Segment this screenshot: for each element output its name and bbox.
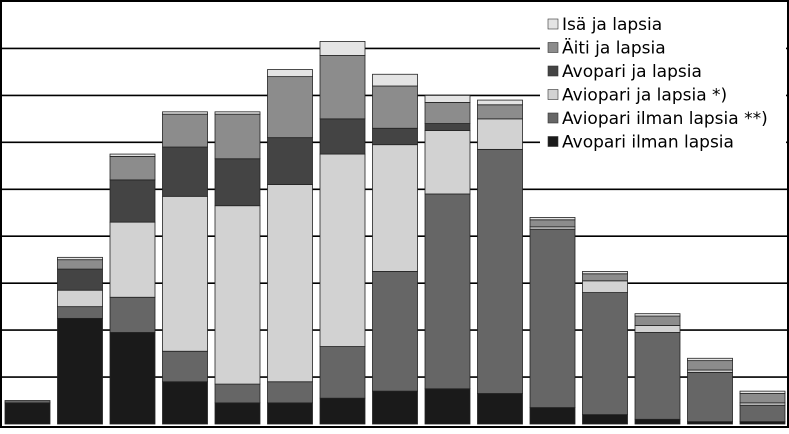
bar-segment [739,393,786,404]
bar-segment [57,259,103,270]
bar-segment [424,130,471,195]
bar-segment [424,193,471,390]
bar-segment [372,73,418,87]
bar-segment [634,313,681,317]
bar-segment [109,156,156,181]
legend-label: Avopari ilman lapsia [562,133,734,153]
bar-segment [162,381,208,425]
bar-segment [57,268,103,291]
bar-segment [109,332,156,425]
bar-segment [582,414,628,425]
bar-segment [267,76,313,139]
bar-segment [57,256,103,261]
bar-segment [267,402,313,425]
bar-segment [739,390,786,394]
bar-segment [529,228,576,408]
legend-swatch [547,18,559,30]
bar-segment [634,325,681,333]
bar-segment [57,306,103,319]
bar-segment [162,195,208,352]
bar-segment [634,332,681,420]
bar-segment [424,388,471,425]
bar-segment [372,144,418,272]
legend-label: Aviopari ja lapsia *) [562,86,727,106]
bar-segment [57,317,103,425]
bar-segment [57,289,103,308]
bar-segment [739,404,786,423]
bar-segment [214,113,261,160]
bar-segment [424,94,471,103]
bar-segment [214,402,261,425]
bar-segment [529,219,576,228]
bar-segment [267,381,313,404]
bar-segment [319,153,366,347]
bar-segment [319,118,366,155]
bar-segment [582,292,628,416]
bar-segment [477,118,523,150]
bar-segment [687,371,733,423]
legend-background [540,10,786,178]
bar-segment [319,346,366,399]
bar-segment [582,280,628,293]
bar-segment [372,127,418,146]
bar-segment [477,99,523,106]
bar-segment [477,393,523,425]
bar-segment [214,205,261,385]
bar-segment [319,41,366,56]
legend-label: Avopari ja lapsia [562,62,702,82]
legend-swatch [547,89,559,100]
bar-segment [372,85,418,129]
bar-segment [109,221,156,298]
bar-segment [372,390,418,425]
legend-swatch [547,65,559,77]
bar-segment [214,383,261,404]
bar-segment [162,350,208,383]
bar-segment [582,271,628,275]
bar-segment [162,146,208,197]
bar-segment [109,153,156,157]
bar-segment [372,271,418,392]
bar-segment [319,55,366,120]
bar-segment [319,397,366,425]
legend-swatch [547,136,559,147]
bar-segment [634,315,681,326]
bar-segment [109,296,156,333]
bar-segment [4,400,51,404]
legend-swatch [547,42,559,53]
bar-segment [477,148,523,394]
bar-segment [424,123,471,131]
legend-swatch [547,112,559,124]
bar-segment [687,357,733,362]
legend-label: Aviopari ilman lapsia **) [562,109,768,129]
legend-label: Äiti ja lapsia [562,38,666,59]
bars [4,41,786,425]
bar-segment [4,402,51,425]
bar-segment [529,407,576,425]
bar-segment [162,113,208,148]
bar-segment [477,104,523,120]
bar-segment [109,179,156,223]
bar-segment [687,360,733,371]
bar-segment [267,137,313,185]
legend: Isä ja lapsia Äiti ja lapsia Avopari ja la… [540,10,786,178]
bar-segment [634,418,681,425]
bar-segment [267,184,313,383]
bar-segment [424,102,471,124]
bar-segment [214,158,261,207]
bar-segment [214,111,261,115]
bar-segment [582,273,628,282]
bar-segment [267,69,313,78]
legend-label: Isä ja lapsia [562,15,662,35]
bar-segment [162,111,208,115]
bar-segment [529,217,576,221]
